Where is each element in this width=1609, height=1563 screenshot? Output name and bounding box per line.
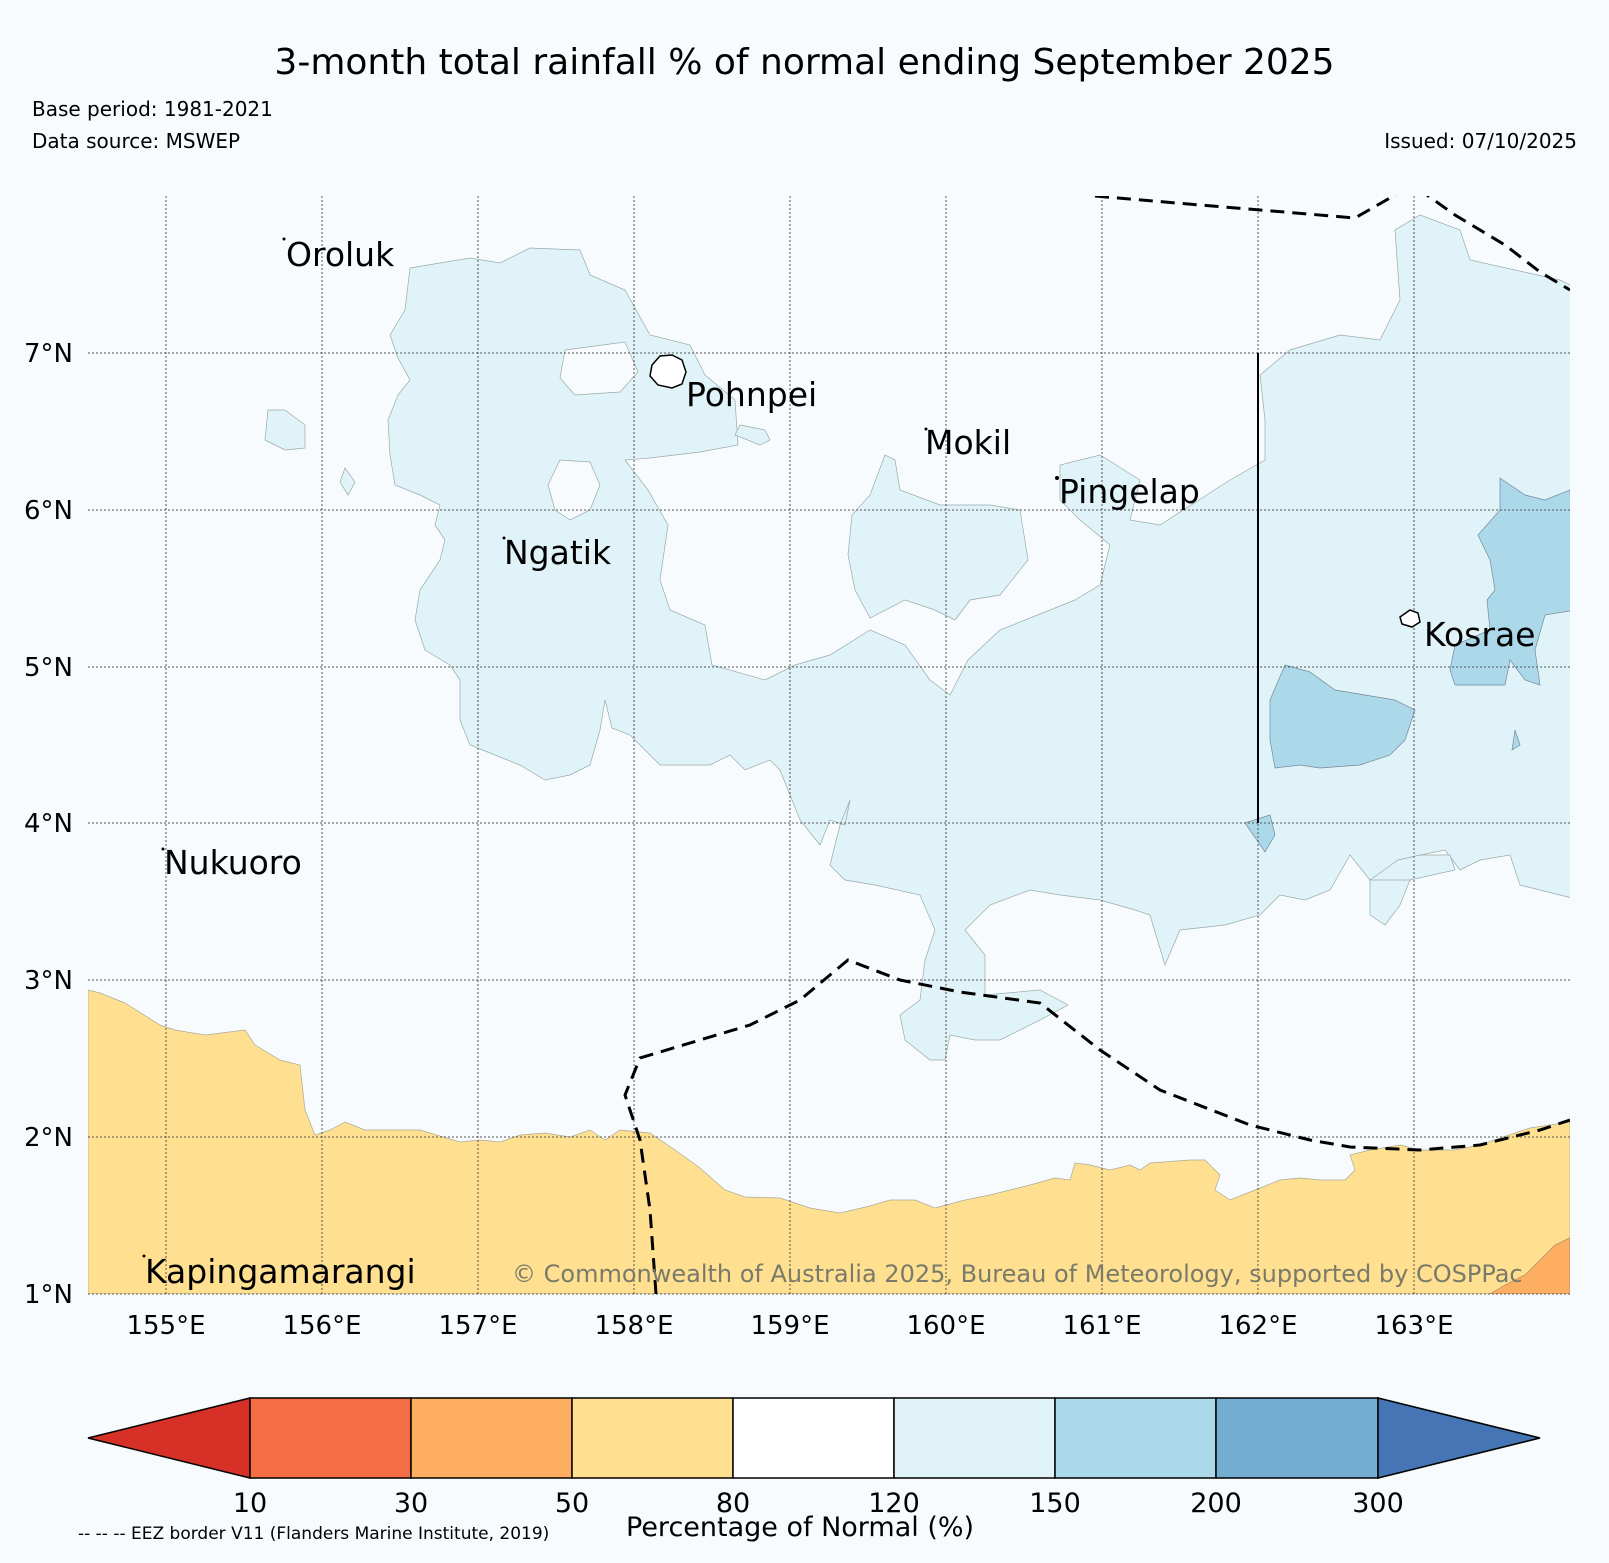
kosrae-island-icon (1399, 609, 1421, 628)
colorbar-tick-10: 10 (233, 1488, 267, 1519)
issued-date: Issued: 07/10/2025 (1384, 129, 1577, 153)
place-label-pohnpei: Pohnpei (686, 375, 817, 414)
eez-border-north (1094, 196, 1570, 292)
colorbar-bin-150-200 (1054, 1397, 1217, 1479)
lon-label-159e: 159°E (750, 1311, 829, 1341)
copyright-notice: © Commonwealth of Australia 2025, Bureau… (512, 1260, 1523, 1288)
lon-label-163e: 163°E (1374, 1311, 1453, 1341)
lon-label-161e: 161°E (1062, 1311, 1141, 1341)
ngatik-island-icon (502, 536, 506, 540)
rainfall-contours (88, 214, 1570, 1294)
region-150-200-east (1449, 477, 1570, 686)
colorbar (87, 1397, 1541, 1479)
nukuoro-island-icon (161, 847, 165, 851)
colorbar-tick-120: 120 (868, 1488, 920, 1519)
place-label-nukuoro: Nukuoro (164, 843, 302, 882)
pohnpei-island-icon (649, 354, 687, 389)
region-120-150-cutout-pohnpei (559, 341, 639, 396)
region-30-50-se (1489, 1237, 1570, 1294)
region-120-150-cutout-ngatik (547, 459, 601, 521)
place-label-mokil: Mokil (925, 423, 1011, 462)
lat-label-4n: 4°N (24, 809, 73, 839)
colorbar-bin-50-80 (571, 1397, 734, 1479)
region-150-200-tiny (1511, 729, 1521, 751)
place-label-pingelap: Pingelap (1059, 472, 1200, 511)
eez-border-south (623, 958, 1570, 1294)
lon-label-162e: 162°E (1218, 1311, 1297, 1341)
colorbar-extend-low (87, 1397, 251, 1479)
colorbar-bin-80-120 (732, 1397, 895, 1479)
colorbar-tick-80: 80 (716, 1488, 750, 1519)
eez-borders (623, 196, 1570, 1294)
base-period: Base period: 1981-2021 (32, 97, 273, 121)
place-label-oroluk: Oroluk (286, 235, 395, 274)
region-120-150-south (1368, 854, 1456, 881)
pingelap-island-icon (1055, 476, 1059, 480)
colorbar-tick-50: 50 (555, 1488, 589, 1519)
lat-label-7n: 7°N (24, 339, 73, 369)
region-150-200-small (1244, 814, 1276, 853)
lat-label-5n: 5°N (24, 653, 73, 683)
mokil-island-icon (924, 427, 928, 431)
lat-label-6n: 6°N (24, 496, 73, 526)
place-label-ngatik: Ngatik (504, 533, 612, 572)
region-120-150-island-w1 (264, 409, 306, 451)
lon-label-156e: 156°E (282, 1311, 361, 1341)
region-120-150-cutout-mokil (847, 454, 1029, 621)
lon-label-160e: 160°E (906, 1311, 985, 1341)
lat-label-1n: 1°N (24, 1280, 73, 1310)
colorbar-bin-120-150 (893, 1397, 1056, 1479)
kapingamarangi-island-icon (142, 1254, 146, 1258)
colorbar-tick-30: 30 (394, 1488, 428, 1519)
colorbar-bin-200-300 (1215, 1397, 1379, 1479)
lat-labels: 7°N 6°N 5°N 4°N 3°N 2°N 1°N (24, 339, 73, 1310)
lon-label-158e: 158°E (594, 1311, 673, 1341)
colorbar-tick-200: 200 (1190, 1488, 1242, 1519)
lon-label-157e: 157°E (438, 1311, 517, 1341)
lat-label-3n: 3°N (24, 966, 73, 996)
lat-gridlines (88, 352, 1570, 1295)
oroluk-island-icon (282, 237, 286, 241)
data-source: Data source: MSWEP (32, 129, 241, 153)
colorbar-tick-300: 300 (1352, 1488, 1404, 1519)
lat-label-2n: 2°N (24, 1123, 73, 1153)
region-120-150-west (387, 214, 1570, 1061)
colorbar-label: Percentage of Normal (%) (626, 1512, 975, 1543)
lon-label-155e: 155°E (126, 1311, 205, 1341)
region-150-200-central (1269, 664, 1416, 769)
place-label-kapingamarangi: Kapingamarangi (145, 1252, 416, 1291)
place-label-kosrae: Kosrae (1424, 615, 1535, 654)
region-50-80-south (88, 989, 1570, 1294)
eez-legend-note: -- -- -- EEZ border V11 (Flanders Marine… (78, 1524, 550, 1544)
region-120-150-island-e1 (734, 424, 771, 446)
colorbar-extend-high (1377, 1397, 1541, 1479)
map-title: 3-month total rainfall % of normal endin… (274, 42, 1335, 83)
colorbar-bin-10-30 (249, 1397, 412, 1479)
region-120-150-island-w2 (339, 467, 356, 496)
lon-labels: 155°E 156°E 157°E 158°E 159°E 160°E 161°… (126, 1311, 1453, 1341)
colorbar-bin-30-50 (410, 1397, 573, 1479)
colorbar-tick-150: 150 (1029, 1488, 1081, 1519)
colorbar-ticks: 10 30 50 80 120 150 200 300 (233, 1488, 1404, 1519)
